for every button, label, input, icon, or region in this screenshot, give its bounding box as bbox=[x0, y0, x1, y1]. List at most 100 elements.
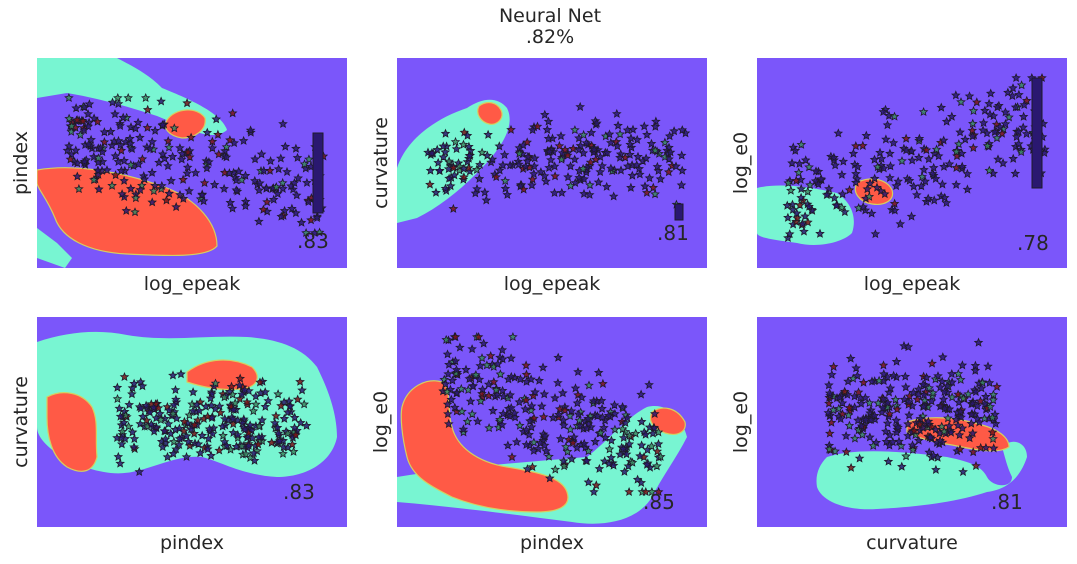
star-marker bbox=[112, 382, 123, 392]
star-marker bbox=[834, 403, 844, 413]
star-marker bbox=[525, 416, 535, 426]
star-marker bbox=[287, 439, 298, 449]
star-marker bbox=[186, 132, 196, 142]
star-marker bbox=[599, 422, 609, 432]
star-marker bbox=[947, 392, 957, 402]
star-marker bbox=[450, 402, 460, 412]
star-marker bbox=[137, 180, 147, 190]
decision-surface-4 bbox=[37, 317, 347, 527]
star-marker bbox=[450, 331, 461, 342]
star-marker bbox=[553, 377, 563, 388]
subplot-4: pindex curvature .83 bbox=[10, 317, 347, 557]
star-marker bbox=[892, 404, 902, 414]
star-marker bbox=[538, 362, 548, 372]
star-marker bbox=[875, 147, 885, 157]
star-marker bbox=[135, 377, 146, 387]
star-marker bbox=[589, 144, 599, 154]
star-marker bbox=[595, 427, 606, 438]
star-marker bbox=[464, 373, 475, 384]
star-marker bbox=[119, 175, 129, 185]
star-marker bbox=[890, 394, 901, 404]
star-marker bbox=[443, 369, 453, 379]
star-marker bbox=[787, 199, 798, 209]
star-marker bbox=[446, 394, 457, 404]
star-marker bbox=[891, 180, 901, 191]
star-marker bbox=[897, 461, 907, 471]
star-marker bbox=[282, 166, 292, 177]
star-marker bbox=[484, 423, 494, 433]
star-marker bbox=[862, 184, 873, 194]
star-marker bbox=[951, 414, 961, 424]
star-marker bbox=[914, 152, 924, 162]
star-marker bbox=[438, 141, 449, 151]
star-marker bbox=[931, 144, 942, 154]
star-marker bbox=[872, 182, 882, 192]
star-marker bbox=[506, 353, 516, 363]
star-marker bbox=[844, 185, 855, 195]
star-marker bbox=[966, 418, 977, 428]
accuracy-score: .83 bbox=[283, 480, 315, 504]
star-marker bbox=[826, 417, 837, 427]
star-marker bbox=[912, 189, 922, 200]
star-marker bbox=[890, 205, 900, 215]
star-marker bbox=[973, 337, 984, 347]
star-marker bbox=[463, 162, 474, 173]
star-marker bbox=[992, 133, 1002, 143]
star-marker bbox=[925, 432, 936, 442]
star-marker bbox=[123, 92, 133, 103]
star-marker bbox=[956, 412, 966, 422]
star-marker bbox=[532, 121, 543, 131]
star-marker bbox=[107, 180, 117, 190]
star-marker bbox=[235, 373, 245, 383]
star-marker bbox=[598, 378, 608, 388]
star-marker bbox=[579, 188, 589, 198]
decision-surface-3 bbox=[757, 58, 1067, 268]
star-marker bbox=[796, 192, 806, 202]
star-marker bbox=[867, 376, 877, 386]
star-marker bbox=[227, 108, 238, 118]
star-marker bbox=[273, 164, 284, 174]
star-marker bbox=[99, 137, 110, 147]
star-marker bbox=[660, 137, 670, 147]
star-marker bbox=[149, 186, 159, 196]
star-marker bbox=[148, 402, 159, 412]
star-marker bbox=[176, 154, 187, 164]
star-marker bbox=[210, 378, 221, 388]
star-marker bbox=[193, 439, 204, 449]
star-marker bbox=[289, 412, 300, 422]
star-marker bbox=[475, 159, 485, 169]
star-marker bbox=[565, 180, 576, 190]
star-marker bbox=[618, 432, 629, 443]
star-marker bbox=[954, 139, 964, 149]
star-marker bbox=[592, 118, 602, 128]
star-marker bbox=[821, 189, 832, 200]
star-marker bbox=[582, 456, 592, 466]
star-marker bbox=[655, 451, 666, 461]
star-marker bbox=[95, 143, 106, 153]
star-marker bbox=[536, 167, 546, 177]
star-marker bbox=[573, 409, 584, 419]
star-marker bbox=[636, 440, 647, 450]
star-marker bbox=[458, 424, 469, 434]
star-marker bbox=[511, 437, 522, 447]
star-marker bbox=[885, 161, 896, 171]
star-marker bbox=[182, 162, 193, 172]
star-marker bbox=[84, 139, 94, 149]
star-marker bbox=[526, 374, 536, 384]
star-marker bbox=[491, 385, 501, 395]
star-marker bbox=[903, 419, 913, 429]
star-marker bbox=[896, 440, 906, 451]
star-marker bbox=[1014, 89, 1024, 99]
star-marker bbox=[202, 127, 213, 137]
star-marker bbox=[635, 451, 645, 461]
star-marker bbox=[1010, 102, 1021, 112]
star-marker bbox=[849, 402, 860, 412]
star-marker bbox=[844, 402, 855, 412]
star-marker bbox=[146, 419, 157, 429]
star-marker bbox=[828, 405, 839, 415]
star-marker bbox=[826, 369, 837, 379]
star-marker bbox=[225, 197, 236, 207]
star-marker bbox=[288, 446, 299, 456]
star-marker bbox=[425, 165, 436, 175]
star-marker bbox=[179, 426, 189, 436]
